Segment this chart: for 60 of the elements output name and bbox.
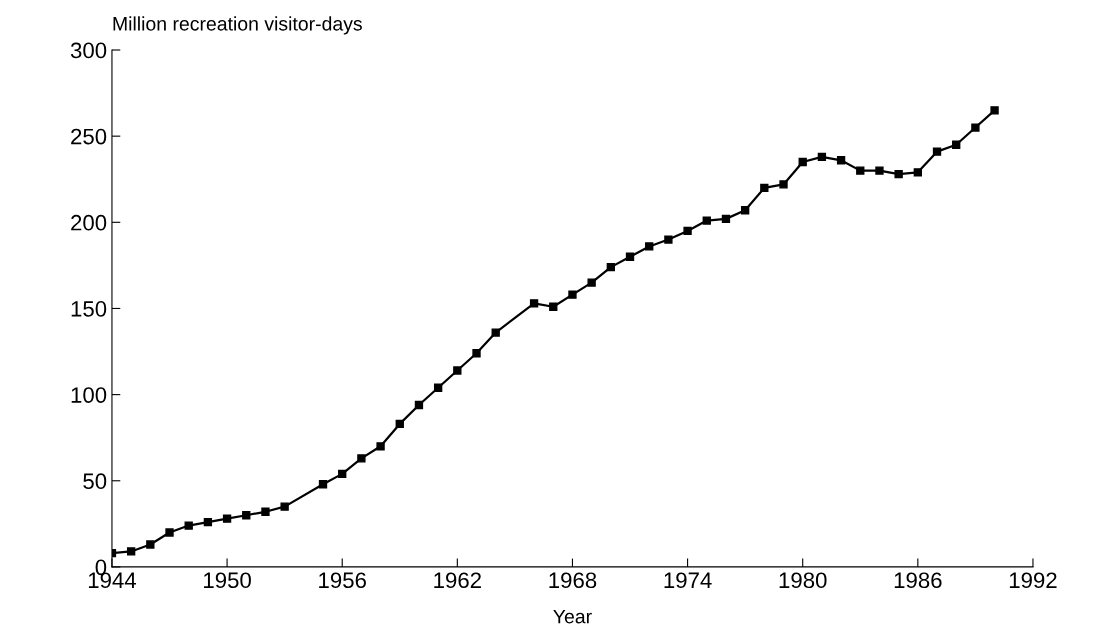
point bbox=[242, 511, 251, 520]
x-tick-label: 1956 bbox=[319, 572, 366, 589]
y-tick-label: 100 bbox=[71, 387, 107, 403]
point bbox=[184, 521, 193, 530]
y-tick-label: 300 bbox=[70, 42, 107, 59]
point bbox=[203, 517, 213, 527]
point bbox=[875, 166, 884, 175]
x-tick-label: 1974 bbox=[664, 572, 712, 589]
y-axis-title: Million recreation visitor-days bbox=[113, 16, 362, 35]
point bbox=[798, 157, 807, 167]
y-tick-label: 50 bbox=[83, 473, 107, 490]
point bbox=[702, 216, 711, 225]
y-tick-label: 150 bbox=[71, 301, 107, 317]
point bbox=[261, 507, 270, 516]
x-tick-label: 1968 bbox=[549, 572, 597, 589]
point bbox=[338, 469, 347, 479]
point bbox=[683, 226, 692, 236]
point bbox=[280, 502, 289, 511]
point bbox=[165, 528, 174, 537]
x-tick-label: 1962 bbox=[434, 572, 481, 589]
point bbox=[395, 419, 404, 429]
point bbox=[760, 183, 769, 193]
point bbox=[779, 180, 788, 189]
point bbox=[587, 278, 596, 287]
point bbox=[146, 540, 155, 549]
point bbox=[894, 169, 903, 179]
point bbox=[222, 514, 232, 523]
point bbox=[740, 206, 750, 215]
point bbox=[472, 349, 481, 358]
x-tick-label: 1980 bbox=[779, 572, 827, 589]
point bbox=[836, 156, 846, 165]
point bbox=[856, 166, 865, 175]
point bbox=[549, 302, 558, 311]
point bbox=[721, 214, 731, 224]
point bbox=[990, 106, 999, 115]
point bbox=[318, 480, 328, 489]
point bbox=[529, 299, 539, 308]
point bbox=[376, 442, 385, 451]
point bbox=[568, 290, 577, 299]
point bbox=[932, 147, 942, 156]
point bbox=[664, 235, 673, 244]
point bbox=[645, 242, 654, 251]
point bbox=[913, 168, 923, 177]
point bbox=[971, 123, 980, 132]
point bbox=[606, 262, 615, 272]
y-tick-label: 200 bbox=[71, 214, 107, 231]
point bbox=[817, 152, 827, 162]
x-tick-label: 1986 bbox=[894, 572, 942, 589]
x-axis-title: Year bbox=[553, 609, 592, 624]
x-tick-label: 1950 bbox=[204, 572, 251, 589]
point bbox=[414, 400, 424, 410]
point bbox=[433, 383, 443, 392]
point bbox=[952, 140, 961, 149]
point bbox=[126, 547, 136, 556]
y-tick-label: 250 bbox=[71, 128, 107, 145]
point bbox=[491, 328, 500, 337]
point bbox=[625, 252, 635, 261]
point bbox=[357, 454, 366, 463]
point bbox=[453, 366, 462, 375]
x-tick-label: 1992 bbox=[1009, 572, 1057, 589]
